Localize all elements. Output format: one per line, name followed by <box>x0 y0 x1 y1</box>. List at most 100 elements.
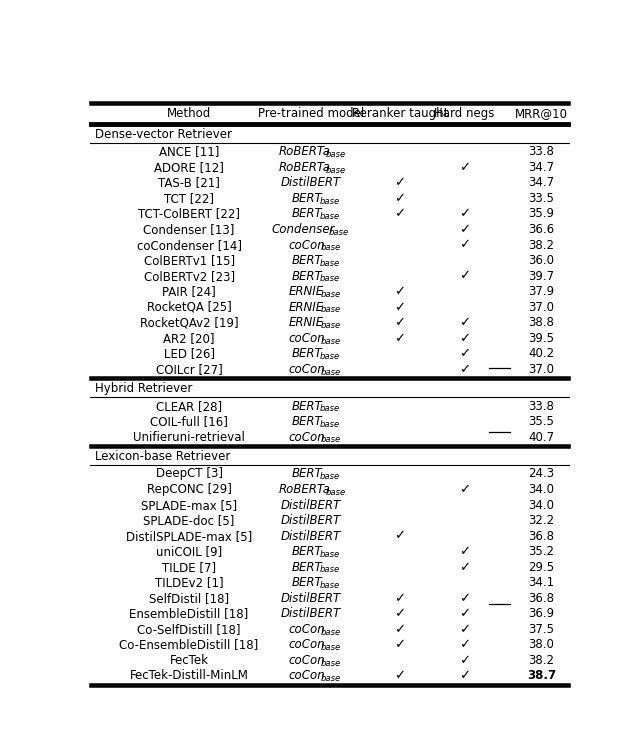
Text: 36.6: 36.6 <box>528 223 554 236</box>
Text: ✓: ✓ <box>459 223 470 236</box>
Text: 36.0: 36.0 <box>528 254 554 267</box>
Text: MRR@10: MRR@10 <box>515 107 568 120</box>
Text: ✓: ✓ <box>394 530 406 542</box>
Text: 34.1: 34.1 <box>528 576 554 589</box>
Text: RoBERTa: RoBERTa <box>278 146 331 158</box>
Text: Hard negs: Hard negs <box>434 107 495 120</box>
Text: base: base <box>321 306 341 314</box>
Text: ✓: ✓ <box>394 623 406 636</box>
Text: Pre-trained model: Pre-trained model <box>257 107 364 120</box>
Text: ✓: ✓ <box>459 607 470 620</box>
Text: BERT: BERT <box>292 561 323 574</box>
Text: 37.0: 37.0 <box>528 301 554 314</box>
Text: 37.5: 37.5 <box>528 623 554 636</box>
Text: base: base <box>321 290 341 299</box>
Text: Co-EnsembleDistill [18]: Co-EnsembleDistill [18] <box>120 639 259 651</box>
Text: BERT: BERT <box>292 415 323 428</box>
Text: RoBERTa: RoBERTa <box>278 483 331 496</box>
Text: BERT: BERT <box>292 270 323 282</box>
Text: base: base <box>321 643 341 652</box>
Text: COILcr [27]: COILcr [27] <box>156 363 223 376</box>
Text: base: base <box>329 228 349 237</box>
Text: ✓: ✓ <box>459 161 470 174</box>
Text: base: base <box>319 472 340 481</box>
Text: Hybrid Retriever: Hybrid Retriever <box>95 382 192 395</box>
Text: base: base <box>319 212 340 221</box>
Text: BERT: BERT <box>292 347 323 360</box>
Text: coCon: coCon <box>288 363 324 376</box>
Text: 37.0: 37.0 <box>528 363 554 376</box>
Text: base: base <box>319 196 340 205</box>
Text: base: base <box>321 659 341 668</box>
Text: 35.9: 35.9 <box>528 208 554 220</box>
Text: ✓: ✓ <box>459 545 470 558</box>
Text: ✓: ✓ <box>459 592 470 605</box>
Text: 36.8: 36.8 <box>528 530 554 542</box>
Text: 34.0: 34.0 <box>528 498 554 512</box>
Text: ✓: ✓ <box>394 316 406 329</box>
Text: ✓: ✓ <box>459 208 470 220</box>
Text: BERT: BERT <box>292 576 323 589</box>
Text: DistilBERT: DistilBERT <box>280 498 340 512</box>
Text: 34.7: 34.7 <box>528 176 554 190</box>
Text: SelfDistil [18]: SelfDistil [18] <box>149 592 229 605</box>
Text: ✓: ✓ <box>459 561 470 574</box>
Text: RocketQAv2 [19]: RocketQAv2 [19] <box>140 316 239 329</box>
Text: ✓: ✓ <box>459 347 470 360</box>
Text: 37.9: 37.9 <box>528 285 554 298</box>
Text: coCon: coCon <box>288 431 324 444</box>
Text: base: base <box>319 550 340 559</box>
Text: 35.2: 35.2 <box>528 545 554 558</box>
Text: ERNIE: ERNIE <box>289 316 324 329</box>
Text: TCT-ColBERT [22]: TCT-ColBERT [22] <box>138 208 240 220</box>
Text: coCon: coCon <box>288 639 324 651</box>
Text: RocketQA [25]: RocketQA [25] <box>147 301 232 314</box>
Text: base: base <box>319 404 340 413</box>
Text: 35.5: 35.5 <box>529 415 554 428</box>
Text: EnsembleDistill [18]: EnsembleDistill [18] <box>129 607 249 620</box>
Text: ✓: ✓ <box>459 332 470 344</box>
Text: 40.7: 40.7 <box>528 431 554 444</box>
Text: base: base <box>321 321 341 330</box>
Text: ColBERTv1 [15]: ColBERTv1 [15] <box>143 254 235 267</box>
Text: ✓: ✓ <box>459 654 470 667</box>
Text: BERT: BERT <box>292 192 323 205</box>
Text: base: base <box>321 627 341 636</box>
Text: 40.2: 40.2 <box>528 347 554 360</box>
Text: DistilBERT: DistilBERT <box>280 176 340 190</box>
Text: PAIR [24]: PAIR [24] <box>163 285 216 298</box>
Text: base: base <box>326 166 346 175</box>
Text: FecTek-Distill-MinLM: FecTek-Distill-MinLM <box>130 669 248 682</box>
Text: BERT: BERT <box>292 254 323 267</box>
Text: DistilBERT: DistilBERT <box>280 607 340 620</box>
Text: TILDE [7]: TILDE [7] <box>162 561 216 574</box>
Text: BERT: BERT <box>292 400 323 412</box>
Text: ✓: ✓ <box>459 270 470 282</box>
Text: DistilBERT: DistilBERT <box>280 592 340 605</box>
Text: 34.0: 34.0 <box>528 483 554 496</box>
Text: Co-SelfDistill [18]: Co-SelfDistill [18] <box>138 623 241 636</box>
Text: uniCOIL [9]: uniCOIL [9] <box>156 545 222 558</box>
Text: base: base <box>319 259 340 268</box>
Text: RoBERTa: RoBERTa <box>278 161 331 174</box>
Text: DistilBERT: DistilBERT <box>280 530 340 542</box>
Text: coCondenser [14]: coCondenser [14] <box>136 238 242 252</box>
Text: ✓: ✓ <box>459 238 470 252</box>
Text: Condenser: Condenser <box>271 223 335 236</box>
Text: base: base <box>319 274 340 283</box>
Text: base: base <box>321 368 341 376</box>
Text: CLEAR [28]: CLEAR [28] <box>156 400 222 412</box>
Text: base: base <box>321 244 341 252</box>
Text: ANCE [11]: ANCE [11] <box>159 146 220 158</box>
Text: coCon: coCon <box>288 238 324 252</box>
Text: base: base <box>321 337 341 346</box>
Text: TCT [22]: TCT [22] <box>164 192 214 205</box>
Text: ✓: ✓ <box>394 639 406 651</box>
Text: coCon: coCon <box>288 669 324 682</box>
Text: 38.7: 38.7 <box>527 669 556 682</box>
Text: ✓: ✓ <box>394 607 406 620</box>
Text: ✓: ✓ <box>394 301 406 314</box>
Text: ✓: ✓ <box>459 316 470 329</box>
Text: coCon: coCon <box>288 654 324 667</box>
Text: Unifieruni-retrieval: Unifieruni-retrieval <box>133 431 245 444</box>
